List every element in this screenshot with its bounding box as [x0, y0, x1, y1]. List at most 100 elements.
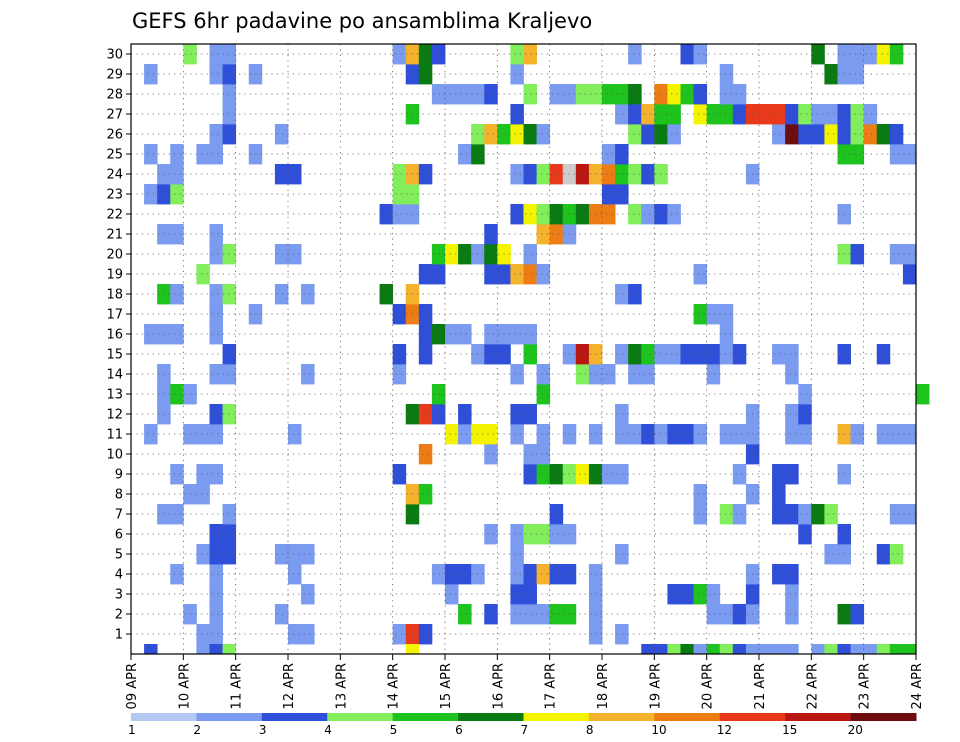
y-tick-label: 25 [106, 148, 123, 163]
heatmap-cell [615, 184, 629, 205]
heatmap-cell [379, 284, 394, 305]
heatmap-cell [628, 164, 642, 185]
heatmap-cell [824, 504, 838, 525]
heatmap-cell [536, 364, 551, 385]
heatmap-cell [183, 44, 197, 65]
heatmap-cell [170, 464, 184, 485]
y-tick-label: 21 [106, 228, 123, 243]
heatmap-cell [536, 204, 551, 225]
y-tick-label: 1 [115, 628, 123, 643]
heatmap-cell [431, 564, 446, 585]
heatmap-cell [876, 44, 891, 65]
heatmap-cell [706, 584, 721, 605]
heatmap-cell [772, 464, 786, 485]
heatmap-cell [209, 424, 223, 445]
heatmap-cell [484, 524, 498, 545]
colorbar-swatch [392, 713, 459, 721]
heatmap-cell [850, 64, 865, 85]
heatmap-cell [575, 84, 590, 105]
heatmap-cell [615, 624, 629, 645]
heatmap-cell [523, 404, 537, 425]
heatmap-cell [458, 84, 472, 105]
heatmap-cell [484, 224, 498, 245]
heatmap-cell [392, 44, 407, 65]
heatmap-cell [471, 144, 485, 165]
heatmap-cell [536, 384, 551, 405]
colorbar-swatch [654, 713, 721, 721]
heatmap-cell [144, 64, 158, 85]
heatmap-cell [445, 584, 459, 605]
heatmap-cell [510, 364, 524, 385]
x-tick-label: 23 APR [858, 663, 873, 709]
heatmap-cell [615, 84, 629, 105]
heatmap-cell [523, 324, 537, 345]
heatmap-cell [458, 604, 472, 625]
heatmap-cell [209, 404, 223, 425]
heatmap-cell [209, 464, 223, 485]
heatmap-cell [641, 124, 655, 145]
heatmap-cell [445, 244, 459, 265]
heatmap-cell [732, 104, 747, 125]
y-tick-label: 18 [106, 288, 123, 303]
heatmap-cell [876, 124, 891, 145]
heatmap-cell [759, 644, 773, 655]
heatmap-cell [523, 244, 537, 265]
y-tick-label: 14 [106, 368, 123, 383]
heatmap-cell [170, 144, 184, 165]
heatmap-cell [863, 124, 878, 145]
heatmap-cell [811, 124, 825, 145]
heatmap-cell [641, 204, 655, 225]
x-tick-label: 11 APR [230, 663, 245, 709]
heatmap-cell [209, 584, 223, 605]
heatmap-cell [863, 644, 878, 655]
heatmap-cell [798, 404, 812, 425]
colorbar: 1 2 3 4 5 6 7 8 10 12 15 20 [128, 713, 917, 737]
heatmap-cell [471, 424, 485, 445]
heatmap-cell [418, 344, 433, 365]
heatmap-cell [523, 444, 537, 465]
heatmap-cell [523, 464, 537, 485]
heatmap-cell [667, 644, 681, 655]
colorbar-label: 20 [848, 723, 863, 737]
heatmap-cell [876, 644, 891, 655]
chart-title: GEFS 6hr padavine po ansamblima Kraljevo [132, 9, 592, 33]
y-tick-label: 10 [106, 448, 123, 463]
heatmap-cell [458, 404, 472, 425]
heatmap-cell [706, 364, 721, 385]
heatmap-cell [772, 504, 786, 525]
heatmap-cell [510, 44, 524, 65]
heatmap-cell [549, 464, 564, 485]
heatmap-cell [785, 104, 799, 125]
heatmap-cell [536, 524, 551, 545]
y-tick-label: 2 [115, 608, 123, 623]
heatmap-cell [458, 324, 472, 345]
heatmap-cell [693, 584, 708, 605]
heatmap-cell [510, 204, 524, 225]
heatmap-cell [523, 164, 537, 185]
heatmap-cell [719, 424, 734, 445]
heatmap-cell [602, 84, 616, 105]
heatmap-cell [785, 564, 799, 585]
heatmap-cell [575, 464, 590, 485]
heatmap-cell [693, 84, 708, 105]
heatmap-cell [719, 604, 734, 625]
heatmap-cell [889, 644, 904, 655]
heatmap-cell [523, 564, 537, 585]
heatmap-cell [484, 444, 498, 465]
heatmap-cell [170, 564, 184, 585]
heatmap-cell [798, 124, 812, 145]
heatmap-cell [209, 224, 223, 245]
y-axis-ticks: 1234567891011121314151617181920212223242… [106, 48, 131, 643]
y-tick-label: 9 [115, 468, 123, 483]
heatmap-cell [785, 124, 799, 145]
x-tick-label: 20 APR [701, 663, 716, 709]
heatmap-cell [772, 644, 786, 655]
heatmap-cell [824, 64, 838, 85]
heatmap-cell [876, 424, 891, 445]
heatmap-cell [510, 324, 524, 345]
heatmap-cell [811, 644, 825, 655]
heatmap-cell [693, 424, 708, 445]
heatmap-cell [209, 144, 223, 165]
heatmap-cell [431, 264, 446, 285]
heatmap-cell [850, 104, 865, 125]
